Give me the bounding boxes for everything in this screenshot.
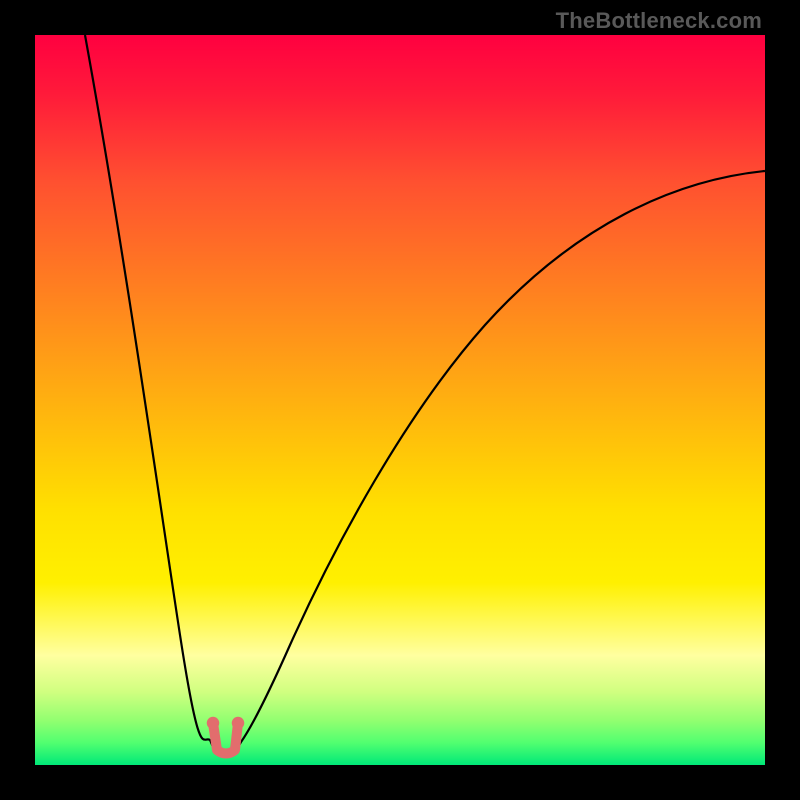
watermark-text: TheBottleneck.com (556, 8, 762, 34)
chart-background-gradient (35, 35, 765, 765)
chart-plot-area (35, 35, 765, 765)
